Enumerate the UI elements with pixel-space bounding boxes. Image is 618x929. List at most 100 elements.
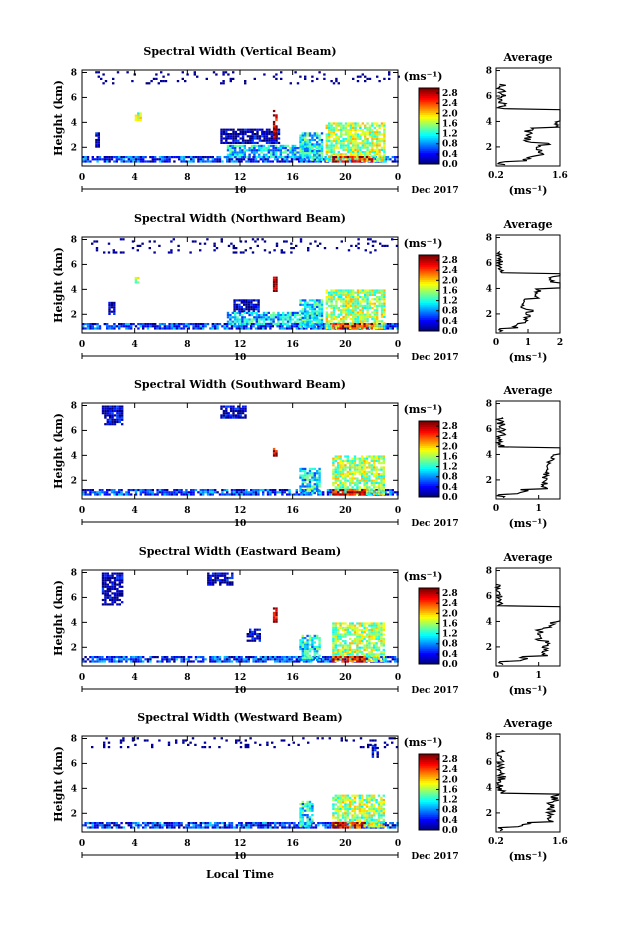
data-cell (115, 491, 118, 494)
data-cell (356, 486, 359, 489)
data-cell (134, 279, 138, 282)
data-cell (315, 147, 318, 150)
date-label: Dec 2017 (411, 353, 458, 363)
data-cell (361, 622, 364, 625)
data-cell (376, 129, 379, 132)
data-cell (341, 640, 345, 643)
data-cell (307, 660, 310, 663)
data-cell (270, 141, 273, 144)
data-cell (134, 822, 138, 825)
data-cell (299, 656, 302, 659)
data-cell (242, 325, 246, 328)
data-cell (380, 146, 384, 149)
colorbar-step (419, 93, 439, 96)
data-cell (272, 318, 275, 321)
data-cell (320, 303, 324, 306)
data-cell (371, 135, 374, 138)
data-cell (238, 658, 241, 661)
data-cell (154, 822, 157, 825)
data-cell (199, 656, 202, 659)
data-cell (164, 80, 168, 83)
data-cell (290, 658, 294, 661)
data-cell (239, 240, 243, 243)
data-cell (214, 656, 217, 659)
data-cell (304, 659, 307, 662)
average-title: Average (502, 384, 552, 397)
data-cell (290, 242, 293, 245)
data-cell (282, 322, 285, 325)
data-cell (354, 318, 357, 321)
data-cell (149, 822, 152, 825)
data-cell (253, 141, 257, 144)
data-cell (359, 133, 362, 136)
data-cell (199, 323, 202, 326)
data-cell (250, 656, 253, 659)
data-cell (266, 156, 270, 159)
data-cell (325, 291, 328, 294)
data-cell (258, 320, 261, 323)
data-cell (334, 658, 337, 661)
data-cell (306, 138, 309, 142)
data-cell (380, 659, 383, 662)
data-cell (332, 484, 335, 487)
data-cell (384, 656, 387, 659)
data-cell (91, 325, 94, 328)
data-cell (238, 320, 242, 323)
data-cell (94, 327, 97, 330)
data-cell (272, 616, 276, 619)
data-cell (359, 320, 362, 323)
data-cell (368, 131, 372, 134)
data-cell (122, 323, 126, 326)
data-cell (346, 160, 349, 163)
data-cell (371, 140, 374, 143)
data-cell (218, 826, 222, 829)
data-cell (334, 481, 337, 484)
data-cell (98, 660, 102, 663)
data-cell (389, 493, 392, 496)
data-cell (256, 628, 259, 631)
data-cell (228, 160, 231, 163)
data-cells (82, 572, 399, 663)
data-cell (113, 656, 116, 659)
data-cell (363, 629, 366, 632)
data-cell (301, 143, 304, 146)
data-cell (269, 325, 272, 328)
data-cell (252, 660, 255, 663)
data-cell (255, 149, 258, 152)
data-cell (227, 412, 230, 415)
data-cell (231, 311, 234, 314)
colorbar-step (419, 633, 439, 636)
data-cell (113, 325, 116, 328)
data-cell (339, 657, 342, 660)
data-cell (302, 660, 306, 663)
data-cell (142, 327, 145, 330)
data-cell (101, 587, 105, 591)
data-cell (341, 481, 345, 484)
data-cell (139, 658, 142, 661)
data-cell (244, 405, 247, 408)
data-cell (95, 145, 98, 148)
data-cell (151, 489, 154, 492)
data-cell (111, 420, 114, 424)
data-cell (378, 148, 381, 151)
data-cell (337, 477, 340, 480)
data-cell (337, 313, 340, 316)
data-cell (334, 635, 337, 638)
data-cell (289, 316, 292, 319)
data-cell (328, 155, 331, 158)
data-cell (368, 124, 372, 127)
data-cell (178, 325, 181, 328)
data-cell (332, 133, 336, 136)
data-cell (220, 82, 223, 85)
data-cell (306, 147, 309, 150)
data-cell (356, 80, 360, 83)
data-cell (318, 158, 321, 161)
data-cell (281, 660, 284, 663)
data-cell (318, 478, 321, 481)
data-cell (377, 475, 381, 478)
data-cell (104, 590, 107, 593)
data-cell (228, 660, 231, 663)
data-cell (332, 158, 335, 161)
colorbar-step (419, 631, 439, 634)
data-cell (372, 325, 375, 328)
